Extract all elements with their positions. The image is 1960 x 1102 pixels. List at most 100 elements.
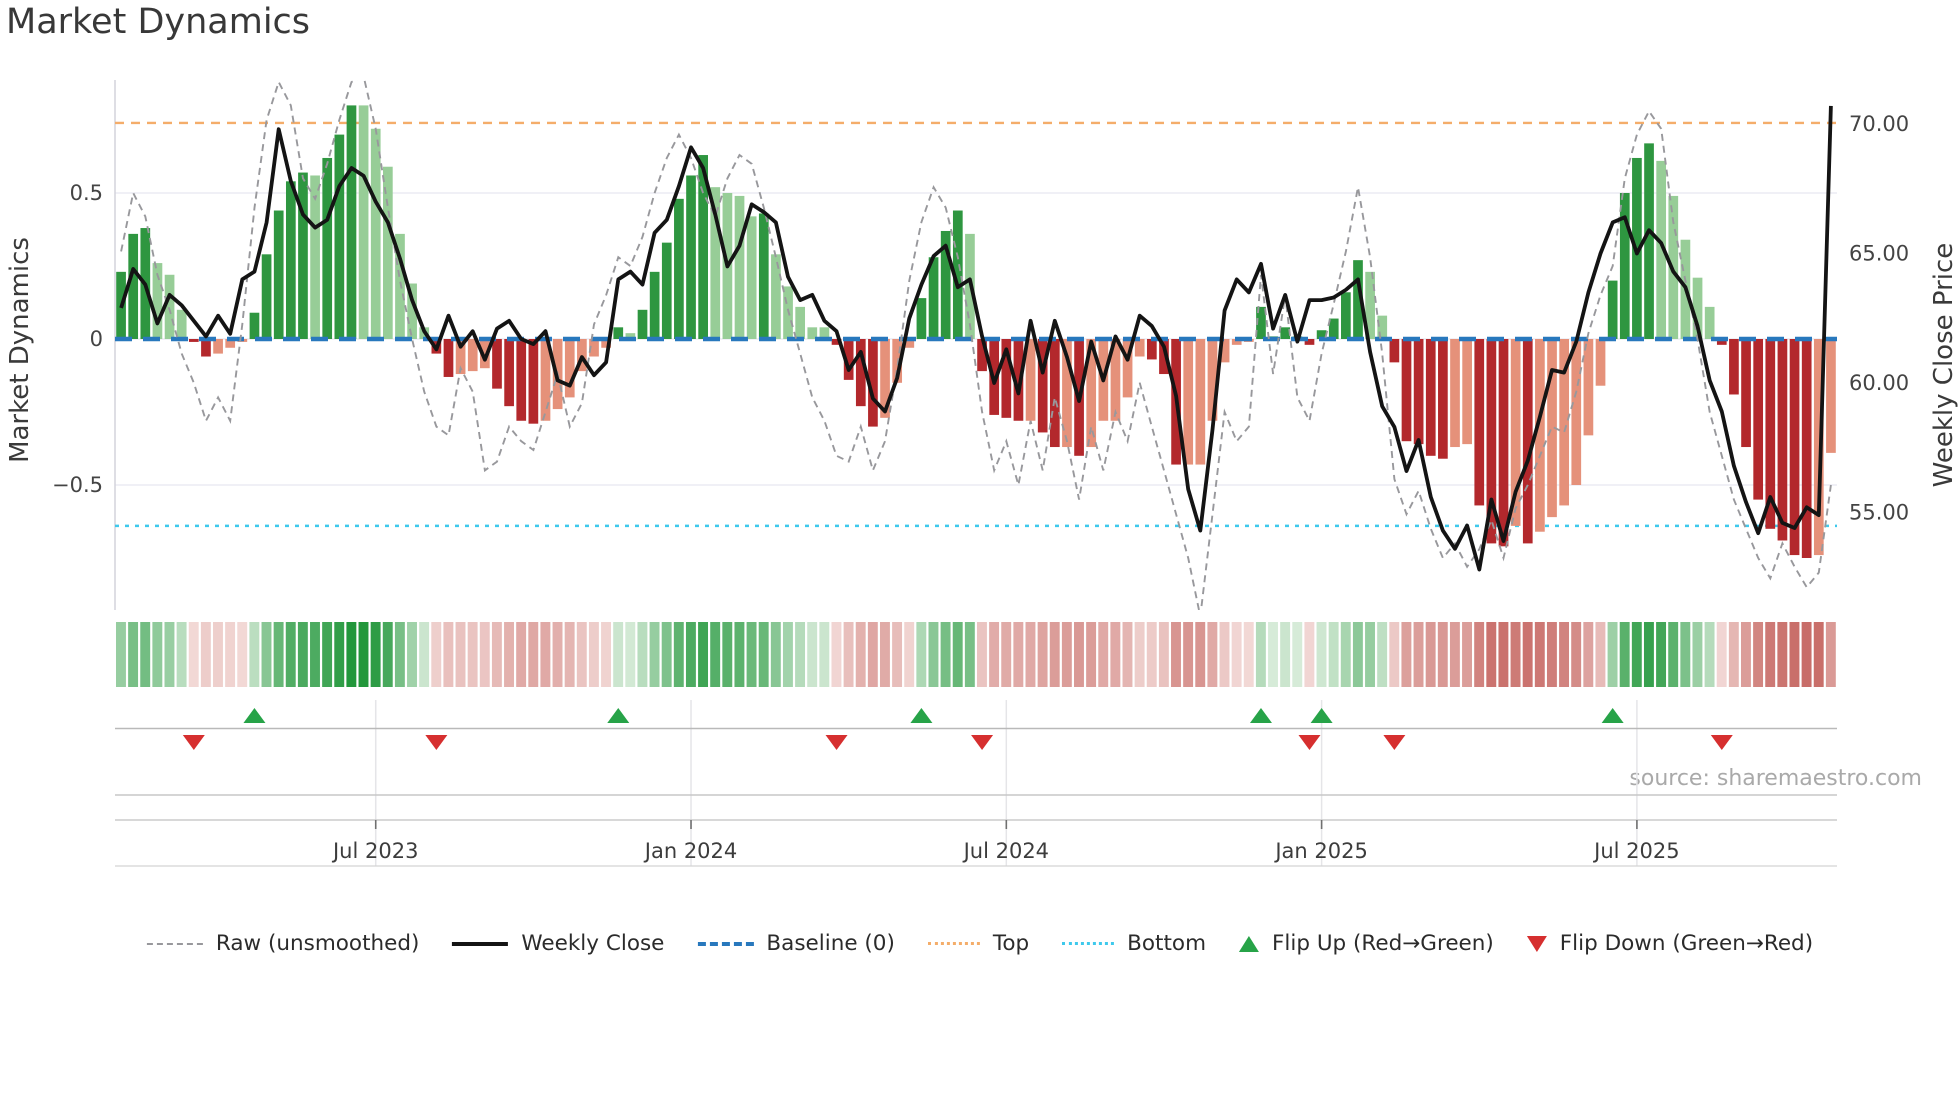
flip-up-marker: [910, 708, 933, 723]
heatmap-cell: [1231, 622, 1242, 687]
heatmap-cell: [1365, 622, 1375, 687]
x-tick-label: Jan 2025: [1273, 839, 1368, 863]
heatmap-cell: [1522, 622, 1533, 687]
heatmap-cell: [758, 622, 769, 687]
heatmap-cell: [1316, 622, 1327, 687]
dynamics-bar: [1777, 339, 1788, 541]
dynamics-bar: [1377, 315, 1388, 339]
dynamics-bar: [1535, 339, 1545, 532]
dynamics-bar: [698, 155, 708, 339]
heatmap-cell: [916, 622, 927, 687]
heatmap-cell: [855, 622, 866, 687]
dynamics-bar: [1183, 339, 1194, 465]
heatmap-cell: [1801, 622, 1812, 687]
heatmap-cell: [479, 622, 490, 687]
dynamics-bar: [128, 233, 139, 339]
right-tick-label: 60.00: [1849, 371, 1909, 395]
heatmap-cell: [1765, 622, 1776, 687]
dynamics-bar: [346, 105, 357, 340]
heatmap-cell: [1728, 622, 1739, 687]
heatmap-cell: [1462, 622, 1472, 687]
dynamics-bar: [1729, 339, 1739, 395]
heatmap-cell: [904, 622, 915, 687]
dynamics-bar: [1462, 339, 1472, 445]
heatmap-cell: [1668, 622, 1679, 687]
legend-item-label: Raw (unsmoothed): [215, 931, 420, 956]
heatmap-cell: [443, 622, 454, 687]
heatmap-cell: [370, 622, 381, 687]
heatmap-cell: [928, 622, 939, 687]
dynamics-bar: [322, 157, 333, 339]
dynamics-bar: [1122, 339, 1133, 398]
heatmap-cell: [698, 622, 709, 687]
right-tick-label: 70.00: [1849, 112, 1909, 136]
chart-legend: Raw (unsmoothed) Weekly Close Baseline (0)…: [146, 931, 1814, 956]
heatmap-cell: [1328, 622, 1339, 687]
dynamics-bar: [310, 175, 320, 339]
heatmap-cell: [1413, 622, 1424, 687]
heatmap-cell: [782, 622, 793, 687]
heatmap-cell: [819, 622, 830, 687]
heatmap-cell: [1268, 622, 1278, 687]
dynamics-bar: [1037, 339, 1048, 433]
dynamics-bar: [1619, 193, 1630, 339]
dynamics-bar: [1765, 339, 1776, 529]
heatmap-cell: [1631, 622, 1642, 687]
dynamics-bar: [528, 339, 539, 424]
dynamics-bar: [1716, 339, 1727, 345]
baseline-sample-icon: [697, 941, 754, 946]
dynamics-bar: [589, 339, 599, 357]
heatmap-cell: [1449, 622, 1460, 687]
heatmap-cell: [685, 622, 696, 687]
legend-item-label: Top: [992, 931, 1030, 956]
heatmap-cell: [613, 622, 624, 687]
x-tick-label: Jan 2024: [643, 839, 738, 863]
heatmap-cell: [285, 622, 296, 687]
dynamics-bar: [1256, 306, 1266, 339]
dynamics-bar: [1025, 339, 1036, 421]
dynamics-bar: [516, 339, 527, 421]
dynamics-bar: [249, 312, 260, 339]
dynamics-bar: [1304, 339, 1315, 345]
heatmap-cell: [1340, 622, 1351, 687]
flip-up-marker: [1249, 708, 1272, 723]
dynamics-bar: [1510, 339, 1521, 526]
heatmap-cell: [1498, 622, 1509, 687]
flip-down-marker: [971, 735, 994, 750]
flip-down-marker: [825, 735, 848, 750]
dynamics-bar: [1110, 339, 1121, 421]
dynamics-bar: [1692, 277, 1703, 339]
heatmap-cell: [164, 622, 175, 687]
legend-item: Baseline (0): [697, 931, 895, 956]
dynamics-bar: [686, 175, 696, 339]
dynamics-bar: [1389, 339, 1400, 363]
dynamics-bar: [298, 172, 308, 339]
heatmap-cell: [382, 622, 393, 687]
heatmap-cell: [1255, 622, 1266, 687]
heatmap-cell: [213, 622, 223, 687]
legend-item: Flip Up (Red→Green): [1239, 931, 1494, 956]
heatmap-cell: [734, 622, 745, 687]
heatmap-cell: [1789, 622, 1800, 687]
dynamics-bar: [855, 339, 866, 407]
legend-item-label: Flip Down (Green→Red): [1559, 931, 1814, 956]
dynamics-bar: [1401, 339, 1412, 442]
heatmap-cell: [1195, 622, 1206, 687]
heatmap-cell: [952, 622, 963, 687]
heatmap-cell: [552, 622, 563, 687]
dynamics-bar: [1413, 339, 1424, 445]
source-attribution: source: sharemaestro.com: [1629, 766, 1922, 791]
heatmap-cell: [661, 622, 672, 687]
dynamics-bar: [152, 263, 163, 339]
page-title: Market Dynamics: [6, 2, 311, 42]
dynamics-bar: [540, 339, 551, 421]
heatmap-cell: [1207, 622, 1218, 687]
heatmap-cell: [1546, 622, 1557, 687]
x-tick-label: Jul 2023: [331, 839, 418, 863]
heatmap-cell: [1049, 622, 1060, 687]
dynamics-bar: [1438, 339, 1448, 459]
dynamics-bar: [1231, 339, 1242, 345]
left-tick-label: 0.5: [70, 181, 103, 205]
dynamics-bar: [795, 306, 806, 339]
dynamics-bar: [480, 339, 490, 369]
